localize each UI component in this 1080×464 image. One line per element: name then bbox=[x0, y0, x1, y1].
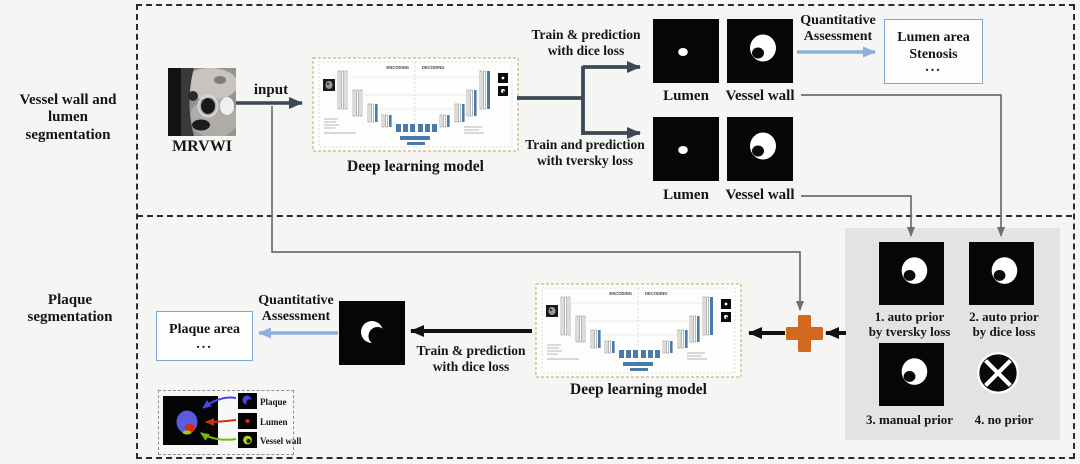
section-label-bottom: Plaque segmentation bbox=[0, 292, 140, 327]
branch-tversky-line2: with tversky loss bbox=[536, 152, 633, 168]
legend-plaque-label: Plaque bbox=[260, 397, 287, 407]
legend-lumen-label: Lumen bbox=[260, 417, 288, 427]
prior2-image bbox=[968, 242, 1035, 305]
lumen-mask-dice bbox=[653, 19, 719, 83]
qa-top-label: Quantitative Assessment bbox=[793, 13, 883, 45]
stenosis-line: Stenosis bbox=[909, 46, 958, 62]
input-label: input bbox=[253, 82, 289, 98]
section-label-top: Vessel wall and lumen segmentation bbox=[0, 92, 136, 144]
legend-lumen-swatch bbox=[238, 413, 257, 429]
outer-dashed-frame bbox=[136, 4, 1075, 459]
no-prior-icon bbox=[975, 350, 1021, 396]
qa-bottom-line1: Quantitative bbox=[258, 293, 334, 308]
plaque-ellipsis-line: ... bbox=[196, 336, 213, 352]
mrvwi-label: MRVWI bbox=[172, 138, 232, 155]
train-bottom-label: Train & prediction with dice loss bbox=[400, 343, 542, 374]
vessel-label-dice: Vessel wall bbox=[725, 88, 795, 104]
section-label-bottom-line2: segmentation bbox=[27, 309, 113, 326]
vessel-mask-dice bbox=[727, 19, 793, 83]
plaque-area-line: Plaque area bbox=[169, 322, 240, 338]
train-bottom-line2: with dice loss bbox=[432, 358, 510, 374]
model-label-top: Deep learning model bbox=[347, 158, 484, 175]
vessel-label-tversky: Vessel wall bbox=[725, 187, 795, 203]
prior1-label: 1. auto prior by tversky loss bbox=[858, 309, 961, 339]
prior2-line1: 2. auto prior bbox=[969, 309, 1039, 324]
lumen-mask-tversky bbox=[653, 117, 719, 181]
prior1-line2: by tversky loss bbox=[868, 324, 951, 340]
branch-tversky-label: Train and prediction with tversky loss bbox=[510, 137, 660, 168]
prior1-image bbox=[878, 242, 945, 305]
qa-top-line1: Quantitative bbox=[800, 13, 876, 28]
prior3-image bbox=[878, 343, 945, 406]
legend-vessel-swatch bbox=[238, 432, 257, 448]
legend-overlay-image bbox=[163, 396, 218, 445]
section-label-top-line2: segmentation bbox=[25, 126, 111, 143]
branch-tversky-line1: Train and prediction bbox=[525, 137, 645, 152]
section-divider bbox=[137, 215, 1072, 217]
prior2-line2: by dice loss bbox=[972, 324, 1036, 340]
mrvwi-image bbox=[168, 68, 236, 136]
plaque-area-result-box: Plaque area ... bbox=[156, 311, 253, 361]
plaque-result-image bbox=[339, 301, 405, 365]
legend-plaque-swatch bbox=[238, 393, 257, 409]
prior2-label: 2. auto prior by dice loss bbox=[958, 309, 1050, 339]
unet-diagram-bottom bbox=[535, 283, 742, 378]
vessel-mask-tversky bbox=[727, 117, 793, 181]
ellipsis-line: ... bbox=[925, 59, 942, 75]
section-label-bottom-line1: Plaque bbox=[47, 292, 93, 308]
legend-vessel-label: Vessel wall bbox=[260, 436, 302, 446]
qa-bottom-label: Quantitative Assessment bbox=[251, 293, 341, 325]
branch-dice-label: Train & prediction with dice loss bbox=[516, 27, 656, 58]
unet-diagram-top bbox=[312, 57, 519, 152]
lumen-label-dice: Lumen bbox=[663, 88, 709, 104]
section-label-top-line1: Vessel wall and lumen bbox=[19, 92, 117, 126]
prior1-line1: 1. auto prior bbox=[874, 309, 945, 324]
qa-top-line2: Assessment bbox=[803, 29, 873, 45]
lumen-area-result-box: Lumen area Stenosis ... bbox=[884, 19, 983, 84]
model-label-bottom: Deep learning model bbox=[570, 381, 707, 398]
prior4-label: 4. no prior bbox=[974, 412, 1034, 427]
train-bottom-line1: Train & prediction bbox=[416, 343, 526, 358]
prior3-label: 3. manual prior bbox=[865, 412, 954, 427]
qa-bottom-line2: Assessment bbox=[261, 309, 331, 325]
branch-dice-line1: Train & prediction bbox=[531, 27, 641, 42]
lumen-area-line: Lumen area bbox=[897, 30, 970, 46]
branch-dice-line2: with dice loss bbox=[547, 42, 625, 58]
